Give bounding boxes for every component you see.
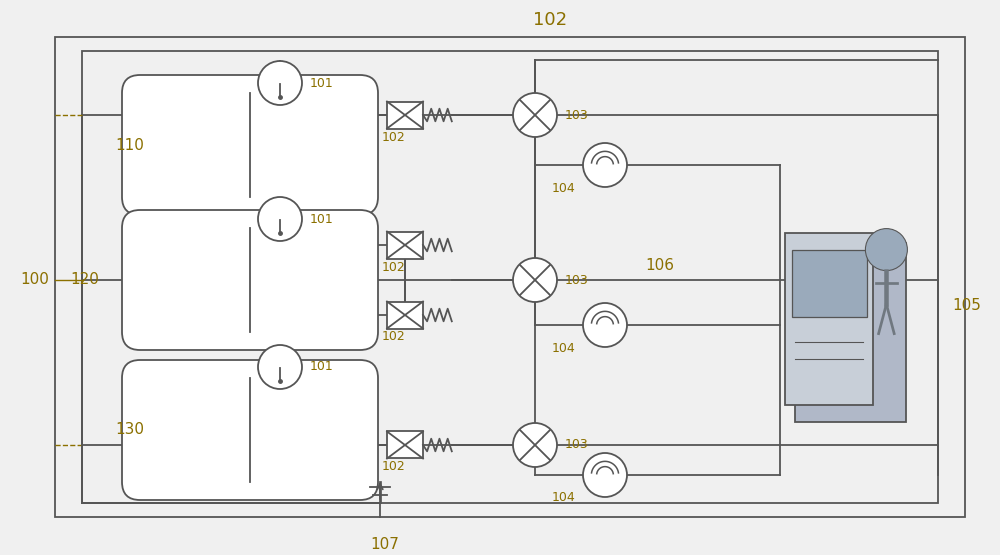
Text: 101: 101 <box>310 361 334 374</box>
Bar <box>387 231 423 259</box>
Text: 104: 104 <box>551 492 575 504</box>
Text: 102: 102 <box>533 11 567 29</box>
Text: 104: 104 <box>551 181 575 194</box>
Circle shape <box>583 143 627 187</box>
Text: 102: 102 <box>382 130 406 144</box>
Text: 102: 102 <box>382 461 406 473</box>
Bar <box>387 431 423 458</box>
Circle shape <box>258 61 302 105</box>
Text: 103: 103 <box>565 274 589 286</box>
Bar <box>785 233 873 405</box>
Text: 100: 100 <box>21 273 49 287</box>
FancyBboxPatch shape <box>122 75 378 215</box>
Bar <box>82 51 938 503</box>
Circle shape <box>583 453 627 497</box>
Text: 105: 105 <box>952 297 981 312</box>
FancyBboxPatch shape <box>122 210 378 350</box>
Text: 102: 102 <box>382 330 406 344</box>
Bar <box>792 250 867 317</box>
Text: 103: 103 <box>565 438 589 452</box>
Circle shape <box>513 423 557 467</box>
Circle shape <box>513 93 557 137</box>
Text: 120: 120 <box>71 273 99 287</box>
Text: 106: 106 <box>645 258 674 273</box>
FancyBboxPatch shape <box>122 360 378 500</box>
Bar <box>795 243 906 422</box>
Text: 101: 101 <box>310 213 334 225</box>
Circle shape <box>258 197 302 241</box>
Text: 110: 110 <box>116 138 144 153</box>
Bar <box>55 37 965 517</box>
Text: 107: 107 <box>371 537 399 552</box>
Circle shape <box>583 303 627 347</box>
Text: 130: 130 <box>116 422 144 437</box>
Circle shape <box>258 345 302 389</box>
Text: 102: 102 <box>382 260 406 274</box>
Text: 101: 101 <box>310 77 334 89</box>
Bar <box>387 102 423 129</box>
Bar <box>387 301 423 329</box>
Text: 103: 103 <box>565 108 589 122</box>
Text: 104: 104 <box>551 341 575 355</box>
Circle shape <box>513 258 557 302</box>
Circle shape <box>865 229 907 271</box>
